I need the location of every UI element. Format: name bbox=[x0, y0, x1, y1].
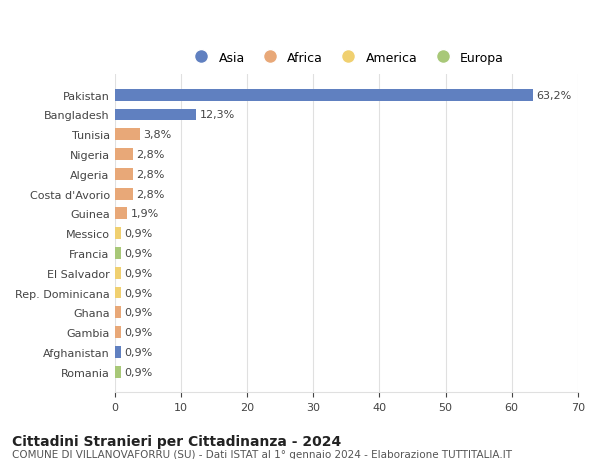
Bar bbox=[115, 267, 121, 279]
Text: 3,8%: 3,8% bbox=[143, 130, 172, 140]
Bar bbox=[115, 287, 121, 299]
Bar bbox=[115, 129, 140, 141]
Text: 0,9%: 0,9% bbox=[124, 288, 152, 298]
Text: 1,9%: 1,9% bbox=[130, 209, 159, 219]
Bar bbox=[115, 307, 121, 319]
Bar bbox=[115, 149, 133, 161]
Bar bbox=[115, 90, 533, 101]
Bar bbox=[115, 208, 127, 220]
Text: 0,9%: 0,9% bbox=[124, 248, 152, 258]
Bar bbox=[115, 247, 121, 259]
Text: Cittadini Stranieri per Cittadinanza - 2024: Cittadini Stranieri per Cittadinanza - 2… bbox=[12, 434, 341, 448]
Text: 12,3%: 12,3% bbox=[199, 110, 235, 120]
Text: 2,8%: 2,8% bbox=[136, 150, 165, 160]
Text: 0,9%: 0,9% bbox=[124, 268, 152, 278]
Text: 0,9%: 0,9% bbox=[124, 367, 152, 377]
Bar bbox=[115, 228, 121, 240]
Text: 2,8%: 2,8% bbox=[136, 169, 165, 179]
Bar bbox=[115, 168, 133, 180]
Bar bbox=[115, 109, 196, 121]
Text: 0,9%: 0,9% bbox=[124, 347, 152, 357]
Bar bbox=[115, 188, 133, 200]
Text: 2,8%: 2,8% bbox=[136, 189, 165, 199]
Text: COMUNE DI VILLANOVAFORRU (SU) - Dati ISTAT al 1° gennaio 2024 - Elaborazione TUT: COMUNE DI VILLANOVAFORRU (SU) - Dati IST… bbox=[12, 449, 512, 459]
Text: 0,9%: 0,9% bbox=[124, 308, 152, 318]
Bar bbox=[115, 366, 121, 378]
Bar bbox=[115, 326, 121, 338]
Bar bbox=[115, 346, 121, 358]
Legend: Asia, Africa, America, Europa: Asia, Africa, America, Europa bbox=[184, 46, 509, 69]
Text: 0,9%: 0,9% bbox=[124, 327, 152, 337]
Text: 63,2%: 63,2% bbox=[536, 90, 571, 101]
Text: 0,9%: 0,9% bbox=[124, 229, 152, 239]
